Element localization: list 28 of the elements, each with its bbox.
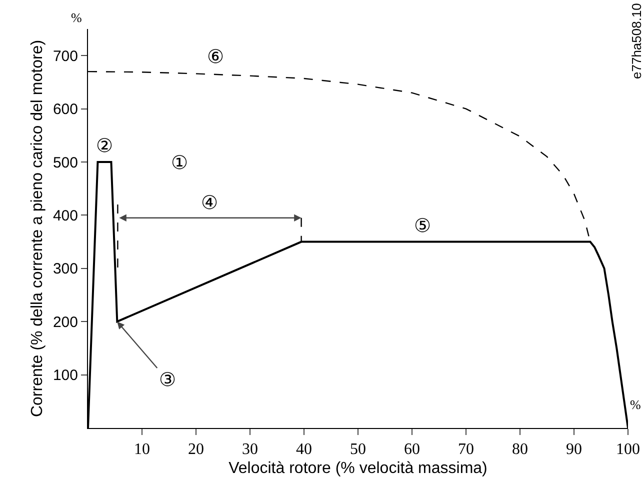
annotation: ② <box>96 135 113 157</box>
y-tick-label: 700 <box>52 48 78 65</box>
x-tick-label: 90 <box>566 441 582 458</box>
x-tick-label: 50 <box>350 441 366 458</box>
text: % <box>630 397 641 412</box>
x-axis-title: Velocità rotore (% velocità massima) <box>228 460 488 477</box>
y-tick-label: 200 <box>52 314 78 331</box>
x-tick-label: 40 <box>296 441 312 458</box>
annotation: ① <box>171 152 188 174</box>
y-axis-title: Corrente (% della corrente a pieno carico del motore) <box>28 40 46 418</box>
x-tick-label: 80 <box>512 441 528 458</box>
y-tick-label: 600 <box>52 101 78 118</box>
text: % <box>71 10 82 25</box>
annotation: ⑥ <box>207 46 224 68</box>
y-tick-label: 300 <box>52 260 78 278</box>
x-tick-label: 10 <box>134 441 150 458</box>
x-tick-label: 100 <box>616 441 640 458</box>
annotation: ⑤ <box>414 215 431 237</box>
y-tick-label: 500 <box>52 154 78 172</box>
y-tick-label: 400 <box>52 207 78 224</box>
x-tick-label: 70 <box>458 441 474 458</box>
x-tick-label: 60 <box>404 441 420 458</box>
text: e77ha508.10 <box>629 3 643 79</box>
x-tick-label: 20 <box>188 441 204 458</box>
x-tick-label: 30 <box>242 441 258 458</box>
annotation: ④ <box>201 192 218 214</box>
y-tick-label: 100 <box>52 367 78 384</box>
annotation: ③ <box>159 369 176 391</box>
